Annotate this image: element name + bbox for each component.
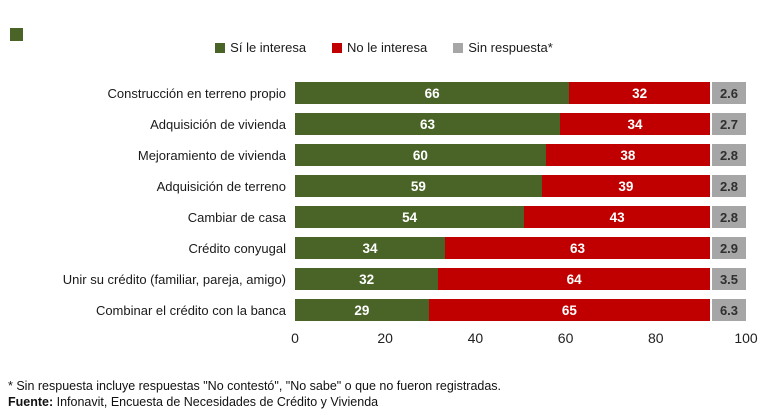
chart-row: Unir su crédito (familiar, pareja, amigo… xyxy=(8,268,746,290)
segment-no-le-interesa: 63 xyxy=(444,237,710,259)
segment-no-le-interesa: 32 xyxy=(569,82,710,104)
footnote-source-label: Fuente: xyxy=(8,395,54,409)
segment-si-le-interesa: 59 xyxy=(295,175,542,197)
segment-no-le-interesa: 65 xyxy=(428,299,710,321)
footnote-source-text: Infonavit, Encuesta de Necesidades de Cr… xyxy=(53,395,379,409)
x-tick-label: 100 xyxy=(734,330,758,346)
segment-si-le-interesa: 32 xyxy=(295,268,439,290)
legend-swatch-icon xyxy=(453,42,464,53)
footnotes: * Sin respuesta incluye respuestas "No c… xyxy=(8,378,501,410)
category-label: Crédito conyugal xyxy=(188,240,286,256)
footnote-source: Fuente: Infonavit, Encuesta de Necesidad… xyxy=(8,394,501,410)
chart-row: Combinar el crédito con la banca 29 65 6.3 xyxy=(8,299,746,321)
legend-item: Sí le interesa xyxy=(215,40,306,55)
category-label: Adquisición de terreno xyxy=(156,178,286,194)
stacked-bar: 60 38 2.8 xyxy=(295,144,746,166)
stacked-bar: 66 32 2.6 xyxy=(295,82,746,104)
x-tick-label: 40 xyxy=(467,330,484,346)
stacked-bar: 59 39 2.8 xyxy=(295,175,746,197)
x-tick-label: 80 xyxy=(648,330,664,346)
x-tick-label: 60 xyxy=(557,330,574,346)
segment-sin-respuesta: 2.8 xyxy=(710,206,746,228)
category-label: Unir su crédito (familiar, pareja, amigo… xyxy=(62,271,286,287)
stacked-bar: 32 64 3.5 xyxy=(295,268,746,290)
legend-label: No le interesa xyxy=(347,40,428,55)
segment-si-le-interesa: 66 xyxy=(295,82,570,104)
brand-square-icon xyxy=(10,28,23,41)
stacked-bar: 29 65 6.3 xyxy=(295,299,746,321)
segment-sin-respuesta: 2.7 xyxy=(710,113,746,135)
chart-row: Construcción en terreno propio 66 32 2.6 xyxy=(8,82,746,104)
segment-si-le-interesa: 63 xyxy=(295,113,561,135)
legend-label: Sin respuesta* xyxy=(468,40,553,55)
segment-sin-respuesta: 2.6 xyxy=(710,82,746,104)
category-label: Combinar el crédito con la banca xyxy=(95,302,286,318)
segment-si-le-interesa: 60 xyxy=(295,144,546,166)
stacked-bar: 63 34 2.7 xyxy=(295,113,746,135)
legend-item: Sin respuesta* xyxy=(453,40,553,55)
category-label: Mejoramiento de vivienda xyxy=(137,147,286,163)
segment-no-le-interesa: 39 xyxy=(541,175,710,197)
segment-no-le-interesa: 64 xyxy=(438,268,710,290)
legend-swatch-icon xyxy=(332,42,343,53)
segment-si-le-interesa: 54 xyxy=(295,206,525,228)
segment-sin-respuesta: 2.8 xyxy=(710,175,746,197)
x-axis-ticks: 0 20 40 60 80 100 xyxy=(291,330,758,350)
x-tick-label: 20 xyxy=(377,330,393,346)
chart-row: Crédito conyugal 34 63 2.9 xyxy=(8,237,746,259)
category-label: Adquisición de vivienda xyxy=(150,116,286,132)
segment-sin-respuesta: 6.3 xyxy=(710,299,746,321)
x-tick-label: 0 xyxy=(291,330,299,346)
chart-row: Cambiar de casa 54 43 2.8 xyxy=(8,206,746,228)
category-label: Cambiar de casa xyxy=(187,209,286,225)
stacked-bar: 34 63 2.9 xyxy=(295,237,746,259)
segment-sin-respuesta: 2.9 xyxy=(710,237,746,259)
footnote-line1: * Sin respuesta incluye respuestas "No c… xyxy=(8,379,502,393)
chart-row: Adquisición de vivienda 63 34 2.7 xyxy=(8,113,746,135)
chart-row: Adquisición de terreno 59 39 2.8 xyxy=(8,175,746,197)
chart-rows: Construcción en terreno propio 66 32 2.6 Adq… xyxy=(8,82,746,321)
category-label: Construcción en terreno propio xyxy=(107,85,287,101)
segment-no-le-interesa: 34 xyxy=(560,113,710,135)
segment-sin-respuesta: 3.5 xyxy=(710,268,746,290)
segment-sin-respuesta: 2.8 xyxy=(710,144,746,166)
segment-si-le-interesa: 29 xyxy=(295,299,429,321)
chart-row: Mejoramiento de vivienda 60 38 2.8 xyxy=(8,144,746,166)
chart: Construcción en terreno propio 66 32 2.6 Adq… xyxy=(8,82,758,350)
legend-label: Sí le interesa xyxy=(230,40,307,55)
stacked-bar: 54 43 2.8 xyxy=(295,206,746,228)
legend-item: No le interesa xyxy=(332,40,427,55)
segment-no-le-interesa: 43 xyxy=(524,206,710,228)
segment-no-le-interesa: 38 xyxy=(545,144,710,166)
legend: Sí le interesa No le interesa Sin respuest… xyxy=(0,40,768,55)
legend-swatch-icon xyxy=(215,42,226,53)
segment-si-le-interesa: 34 xyxy=(295,237,445,259)
